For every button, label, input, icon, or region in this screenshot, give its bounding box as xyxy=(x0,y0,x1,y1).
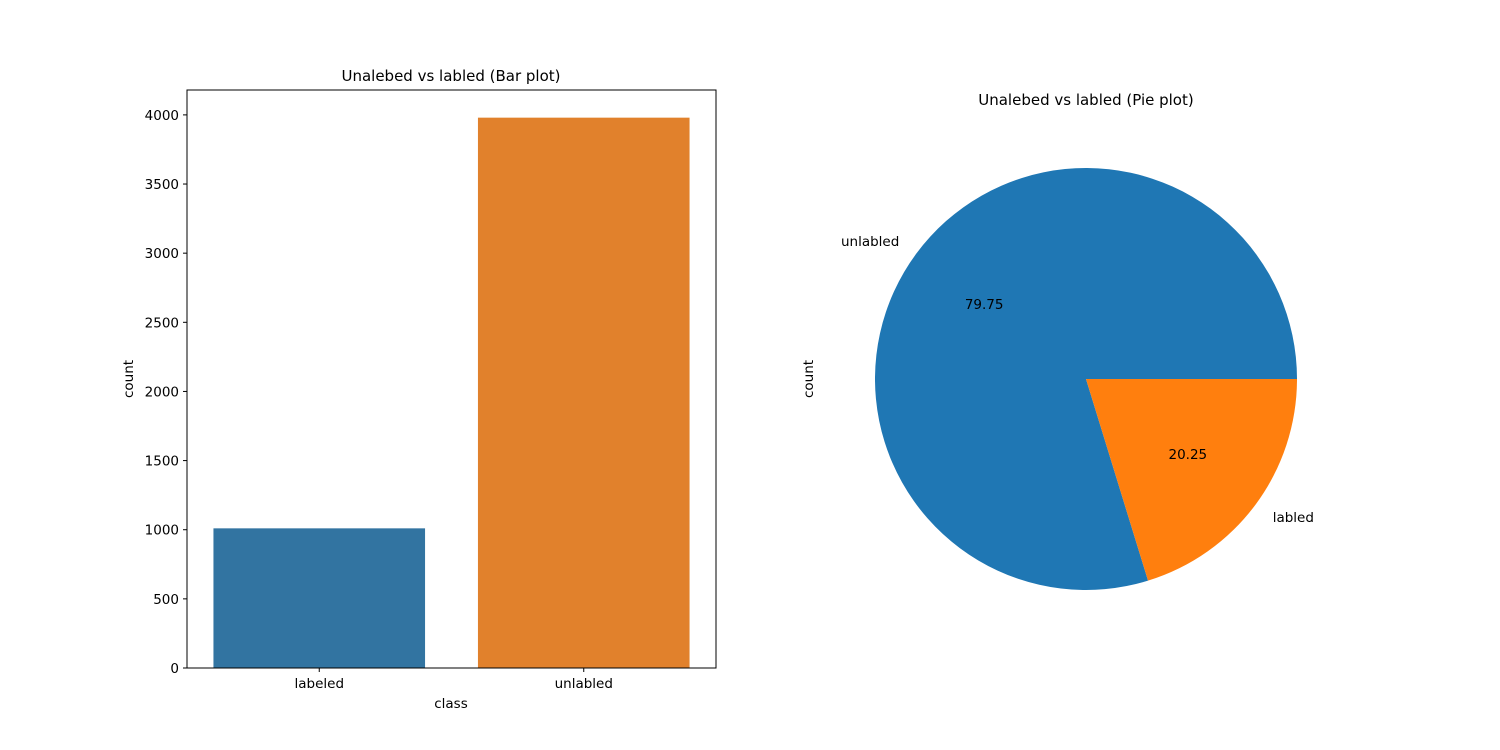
bar-chart: Unalebed vs labled (Bar plot) 0 500 1000 15… xyxy=(121,67,717,712)
x-tick-label: unlabled xyxy=(555,676,613,692)
bar-series xyxy=(213,117,690,668)
y-tick-label: 3000 xyxy=(145,246,179,262)
pie-chart-title: Unalebed vs labled (Pie plot) xyxy=(978,91,1193,109)
y-tick-label: 3500 xyxy=(145,177,179,193)
y-tick-label: 1500 xyxy=(145,454,179,470)
bar-chart-title: Unalebed vs labled (Bar plot) xyxy=(341,67,560,85)
y-tick-label: 1000 xyxy=(145,523,179,539)
pie-pct-label: 79.75 xyxy=(965,297,1004,313)
y-tick-label: 2000 xyxy=(145,384,179,400)
y-tick-label: 0 xyxy=(170,661,179,677)
bar-x-axis-label: class xyxy=(434,696,468,712)
pie-pct-label: 20.25 xyxy=(1169,447,1208,463)
bar-plot-frame xyxy=(186,89,717,669)
pie-slice-labled xyxy=(1086,379,1297,581)
bar-unlabled xyxy=(477,117,690,668)
pie-chart: Unalebed vs labled (Pie plot) unlabled 79… xyxy=(801,91,1314,590)
pie-labels: unlabled 79.75 labled 20.25 xyxy=(841,234,1314,526)
pie-slices xyxy=(874,167,1297,590)
bar-labeled xyxy=(213,528,426,668)
y-tick-label: 500 xyxy=(153,592,179,608)
y-tick-label: 2500 xyxy=(145,315,179,331)
pie-slice-label: labled xyxy=(1273,510,1314,526)
pie-y-axis-label: count xyxy=(801,360,817,398)
y-tick-label: 4000 xyxy=(145,108,179,124)
pie-slice-label: unlabled xyxy=(841,234,899,250)
bar-y-axis-label: count xyxy=(121,360,137,398)
bar-x-axis-ticks: labeled unlabled xyxy=(294,668,613,692)
bar-y-axis-ticks: 0 500 1000 1500 2000 2500 3000 3500 4000 xyxy=(145,108,187,677)
x-tick-label: labeled xyxy=(294,676,344,692)
